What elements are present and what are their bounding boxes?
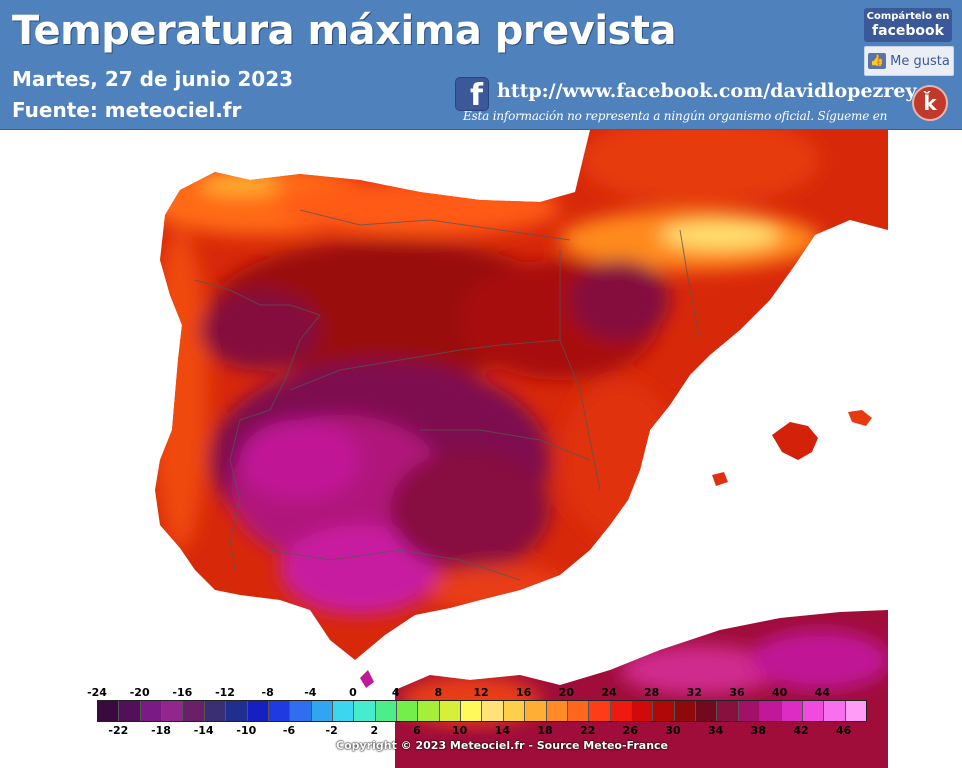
colorbar-cell [311,701,333,721]
page-title: Temperatura máxima prevista [12,8,676,54]
colorbar-tick-label: -16 [172,686,193,699]
colorbar-cell [119,701,141,721]
colorbar-cell [631,701,654,721]
colorbar-cell [610,701,632,721]
colorbar-cell [760,701,782,721]
colorbar-tick-label: 0 [349,686,357,699]
colorbar-cell [461,701,483,721]
iberia-landmass [155,130,888,660]
like-label: Me gusta [890,53,950,69]
temperature-map [0,130,962,768]
colorbar-tick-label: 16 [516,686,532,699]
colorbar-tick-label: 8 [434,686,443,699]
colorbar-cell [717,701,739,721]
colorbar-tick-label: 30 [665,724,681,737]
colorbar-cell [439,701,462,721]
colorbar-tick-label: 6 [413,724,421,737]
disclaimer-text: Esta información no representa a ningún … [463,109,888,123]
colorbar-tick-label: 10 [452,724,468,737]
colorbar-tick-label: -24 [87,686,107,699]
colorbar-cell [268,701,291,721]
colorbar-tick-label: -8 [261,686,274,699]
colorbar-cell [567,701,590,721]
thumbs-up-icon: 👍 [868,53,887,69]
colorbar-cell [674,701,697,721]
colorbar-tick-label: 26 [622,724,638,737]
facebook-glyph: f [469,78,483,111]
colorbar-cell [845,701,866,721]
colorbar-tick-label: -22 [108,724,129,737]
colorbar-cell [162,701,184,721]
share-facebook-button[interactable]: Compártelo en facebook [864,8,952,42]
author-logo-icon[interactable]: ǩ [912,85,948,121]
colorbar-cell [589,701,611,721]
data-source: Fuente: meteociel.fr [12,98,242,122]
colorbar-tick-label: 36 [729,686,745,699]
colorbar-cell [802,701,825,721]
copyright-notice: Copyright © 2023 Meteociel.fr - Source M… [336,739,669,752]
header-banner: Temperatura máxima prevista Martes, 27 d… [0,0,962,130]
colorbar-cell [525,701,547,721]
colorbar-tick-label: 14 [494,724,510,737]
colorbar-tick-label: -6 [282,724,296,737]
colorbar-tick-label: -18 [151,724,171,737]
colorbar-cell [183,701,205,721]
colorbar-tick-label: 22 [580,724,596,737]
colorbar-tick-label: -20 [129,686,150,699]
colorbar-cell [332,701,355,721]
colorbar-tick-label: -12 [215,686,235,699]
colorbar-cell [290,701,312,721]
colorbar-cell [824,701,846,721]
colorbar-cell [247,701,269,721]
colorbar-cell [226,701,248,721]
colorbar-cell [354,701,376,721]
colorbar-tick-label: -14 [193,724,214,737]
balearic-islands [712,410,872,486]
colorbar-cell [696,701,718,721]
colorbar-tick-label: 12 [473,686,489,699]
colorbar-tick-label: 46 [836,724,852,737]
colorbar-cell [546,701,568,721]
colorbar-cell [503,701,526,721]
colorbar-tick-label: 40 [772,686,788,699]
colorbar-cell [738,701,761,721]
ceuta-landmass [360,670,374,688]
colorbar-cell [98,701,120,721]
region-borders [194,209,701,581]
colorbar-tick-label: 42 [793,724,809,737]
colorbar-cell [653,701,675,721]
colorbar-cell [375,701,398,721]
colorbar-cell [781,701,803,721]
colorbar-tick-label: 44 [814,686,830,699]
map-canvas [155,130,888,768]
colorbar-cell [418,701,440,721]
forecast-date: Martes, 27 de junio 2023 [12,67,294,91]
temperature-colorbar [97,700,867,722]
colorbar-cell [397,701,419,721]
colorbar-tick-label: 28 [644,686,660,699]
colorbar-tick-label: 18 [537,724,553,737]
colorbar-tick-label: 20 [558,686,574,699]
colorbar-tick-label: 34 [708,724,724,737]
colorbar-tick-label: -10 [236,724,257,737]
colorbar-cell [482,701,504,721]
colorbar-tick-label: 24 [601,686,617,699]
colorbar-tick-label: 32 [686,686,702,699]
like-button[interactable]: 👍 Me gusta [864,46,954,76]
colorbar-cell [204,701,227,721]
colorbar-tick-label: -2 [325,724,338,737]
facebook-icon[interactable]: f [455,77,489,111]
colorbar-tick-label: 2 [370,724,379,737]
facebook-url-link[interactable]: http://www.facebook.com/davidlopezrey [497,80,917,102]
colorbar-tick-label: -4 [304,686,317,699]
share-facebook-brand: facebook [872,23,944,39]
colorbar-tick-label: 4 [391,686,400,699]
colorbar-cell [140,701,163,721]
colorbar-tick-label: 38 [750,724,766,737]
share-label: Compártelo en [866,11,950,22]
